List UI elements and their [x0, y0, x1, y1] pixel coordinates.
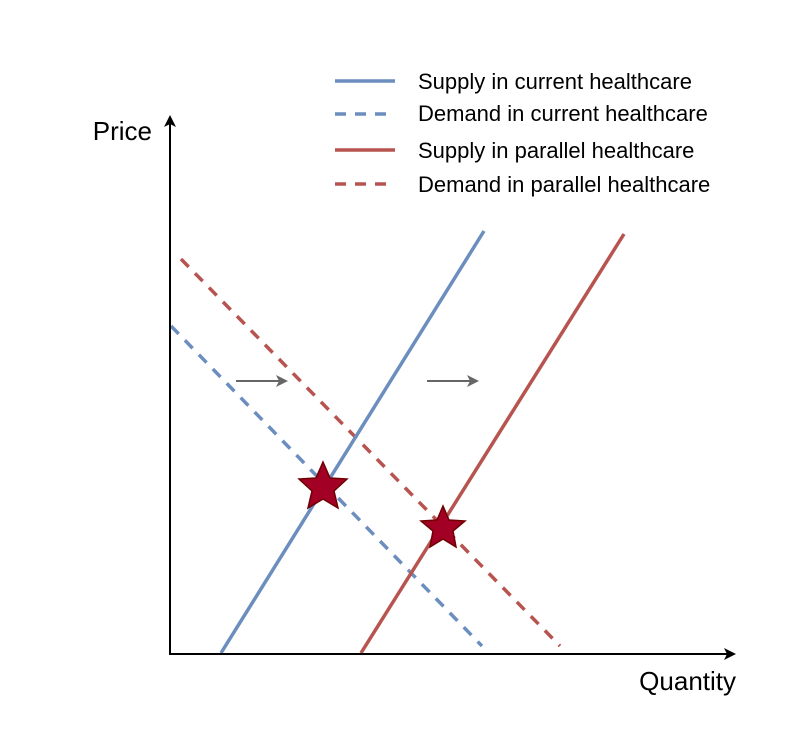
equilibrium-star-current	[297, 460, 349, 510]
legend-label-demand-parallel: Demand in parallel healthcare	[418, 172, 710, 197]
legend-label-supply-current: Supply in current healthcare	[418, 69, 692, 94]
supply-parallel-line	[359, 233, 626, 654]
equilibrium-star-parallel	[419, 504, 467, 549]
supply-current-line	[219, 230, 486, 654]
demand-parallel-line	[179, 257, 562, 648]
legend-label-supply-parallel: Supply in parallel healthcare	[418, 138, 694, 163]
y-axis-label: Price	[93, 116, 152, 146]
legend: Supply in current healthcare Demand in c…	[335, 69, 710, 197]
legend-label-demand-current: Demand in current healthcare	[418, 101, 708, 126]
x-axis-label: Quantity	[639, 666, 736, 696]
